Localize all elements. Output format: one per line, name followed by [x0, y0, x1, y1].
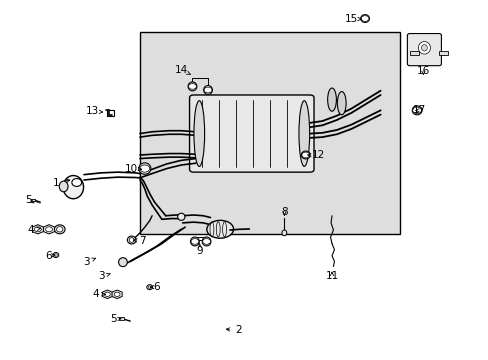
Ellipse shape: [53, 252, 59, 257]
Circle shape: [361, 16, 368, 21]
Circle shape: [104, 292, 110, 296]
Bar: [193, 237, 207, 240]
Ellipse shape: [54, 225, 65, 234]
Polygon shape: [112, 290, 122, 298]
Bar: [140, 32, 399, 234]
Text: 11: 11: [325, 271, 338, 281]
Ellipse shape: [146, 285, 152, 290]
Text: 3: 3: [83, 257, 95, 267]
Circle shape: [140, 165, 149, 172]
FancyBboxPatch shape: [407, 33, 441, 66]
Circle shape: [191, 239, 199, 244]
Text: 15: 15: [344, 14, 361, 23]
Text: 3: 3: [98, 271, 110, 282]
Ellipse shape: [63, 176, 83, 199]
Ellipse shape: [59, 181, 68, 192]
Text: 7: 7: [133, 236, 145, 246]
Bar: [30, 199, 35, 202]
Circle shape: [45, 227, 52, 232]
Ellipse shape: [57, 226, 63, 232]
Ellipse shape: [206, 220, 233, 238]
Ellipse shape: [417, 41, 429, 54]
Text: 5: 5: [25, 195, 34, 204]
Ellipse shape: [54, 254, 57, 256]
Ellipse shape: [190, 237, 199, 246]
Bar: [438, 51, 447, 55]
Ellipse shape: [194, 101, 204, 166]
Text: 6: 6: [45, 251, 55, 261]
Ellipse shape: [421, 45, 427, 51]
FancyBboxPatch shape: [189, 95, 313, 172]
Text: 4: 4: [27, 225, 40, 235]
Text: 5: 5: [110, 314, 121, 324]
Ellipse shape: [188, 82, 197, 91]
Text: 6: 6: [150, 282, 160, 292]
Text: 8: 8: [281, 207, 287, 217]
Ellipse shape: [177, 213, 184, 220]
Text: 1: 1: [53, 178, 70, 188]
Circle shape: [301, 152, 309, 158]
Circle shape: [188, 84, 196, 89]
Ellipse shape: [118, 258, 127, 267]
Text: 10: 10: [125, 163, 141, 174]
Polygon shape: [32, 225, 43, 234]
Ellipse shape: [301, 151, 309, 159]
Ellipse shape: [72, 179, 81, 186]
Text: 2: 2: [226, 325, 241, 335]
Ellipse shape: [148, 286, 151, 288]
Polygon shape: [102, 290, 112, 298]
Circle shape: [114, 292, 120, 296]
Ellipse shape: [127, 236, 136, 244]
Ellipse shape: [337, 91, 346, 115]
Text: 12: 12: [307, 150, 325, 160]
Ellipse shape: [282, 230, 286, 236]
Circle shape: [412, 107, 421, 113]
Ellipse shape: [129, 238, 134, 242]
Text: 13: 13: [86, 107, 102, 116]
Circle shape: [34, 227, 41, 232]
Ellipse shape: [360, 15, 369, 22]
Ellipse shape: [411, 106, 421, 115]
Ellipse shape: [298, 101, 309, 166]
Ellipse shape: [203, 86, 212, 94]
Text: 9: 9: [196, 244, 203, 256]
Text: 14: 14: [174, 65, 190, 75]
Ellipse shape: [327, 88, 336, 111]
Bar: [119, 317, 123, 320]
Text: 16: 16: [416, 66, 429, 76]
Bar: [409, 51, 418, 55]
Ellipse shape: [139, 163, 151, 174]
Circle shape: [203, 87, 211, 93]
Text: 4: 4: [93, 289, 105, 299]
Polygon shape: [43, 225, 54, 234]
Circle shape: [202, 239, 210, 244]
Text: 17: 17: [412, 105, 426, 115]
Bar: [107, 110, 114, 116]
Ellipse shape: [202, 237, 210, 246]
